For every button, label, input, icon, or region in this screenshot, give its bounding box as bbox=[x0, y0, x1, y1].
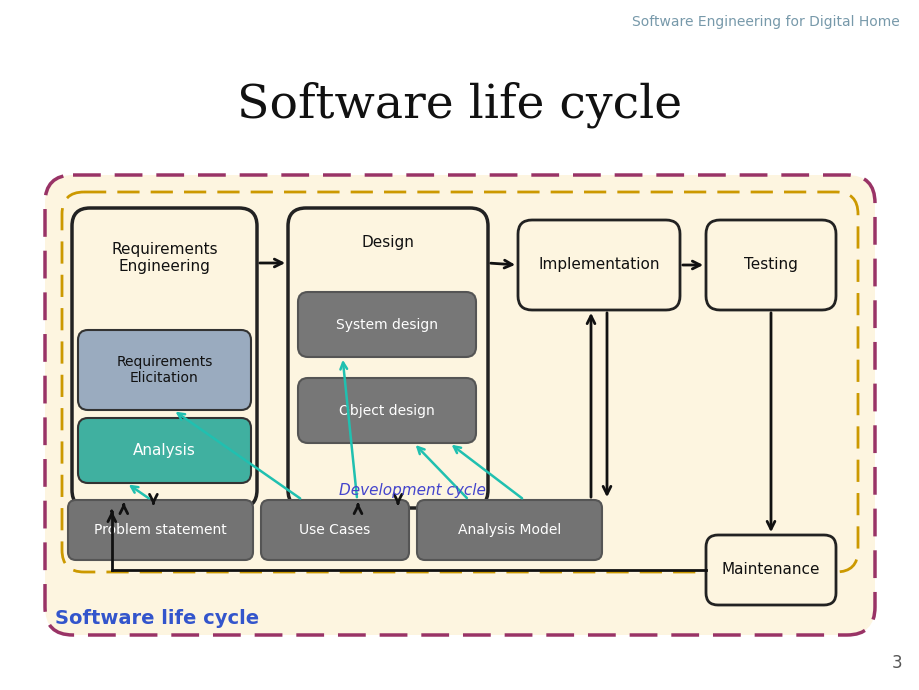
FancyBboxPatch shape bbox=[705, 220, 835, 310]
FancyBboxPatch shape bbox=[78, 418, 251, 483]
FancyBboxPatch shape bbox=[78, 330, 251, 410]
Text: Problem statement: Problem statement bbox=[94, 523, 227, 537]
FancyBboxPatch shape bbox=[416, 500, 601, 560]
FancyBboxPatch shape bbox=[261, 500, 409, 560]
Text: Software Engineering for Digital Home: Software Engineering for Digital Home bbox=[631, 15, 899, 29]
Text: Use Cases: Use Cases bbox=[299, 523, 370, 537]
FancyBboxPatch shape bbox=[45, 175, 874, 635]
Text: Software life cycle: Software life cycle bbox=[55, 609, 259, 627]
Text: System design: System design bbox=[335, 317, 437, 331]
FancyBboxPatch shape bbox=[68, 500, 253, 560]
Text: Implementation: Implementation bbox=[538, 257, 659, 273]
FancyBboxPatch shape bbox=[62, 192, 857, 572]
Text: Requirements
Elicitation: Requirements Elicitation bbox=[116, 355, 212, 385]
Text: Testing: Testing bbox=[743, 257, 797, 273]
Text: Software life cycle: Software life cycle bbox=[237, 81, 682, 128]
Text: Requirements
Engineering: Requirements Engineering bbox=[111, 241, 218, 274]
FancyBboxPatch shape bbox=[298, 292, 475, 357]
FancyBboxPatch shape bbox=[288, 208, 487, 508]
Text: Maintenance: Maintenance bbox=[721, 562, 820, 578]
FancyBboxPatch shape bbox=[517, 220, 679, 310]
Text: Analysis Model: Analysis Model bbox=[458, 523, 561, 537]
Text: Analysis: Analysis bbox=[133, 443, 196, 458]
Text: 3: 3 bbox=[891, 654, 901, 672]
Text: Development cycle: Development cycle bbox=[338, 482, 485, 497]
Text: Object design: Object design bbox=[339, 404, 435, 417]
FancyBboxPatch shape bbox=[72, 208, 256, 508]
FancyBboxPatch shape bbox=[298, 378, 475, 443]
Text: Design: Design bbox=[361, 235, 414, 250]
FancyBboxPatch shape bbox=[705, 535, 835, 605]
